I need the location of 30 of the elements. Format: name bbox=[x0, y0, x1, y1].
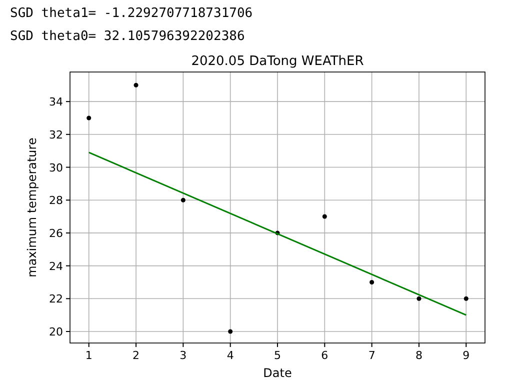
point bbox=[322, 214, 327, 219]
x-axis-title: Date bbox=[263, 366, 292, 380]
point bbox=[134, 82, 138, 88]
y-tick-label: 20 bbox=[49, 326, 63, 339]
point bbox=[370, 280, 374, 284]
x-tick-label: 8 bbox=[415, 349, 422, 362]
y-tick-label: 22 bbox=[49, 292, 63, 306]
y-tick-label: 30 bbox=[49, 161, 63, 174]
y-tick-label: 26 bbox=[49, 226, 63, 240]
x-tick-label: 3 bbox=[180, 349, 187, 362]
x-tick-label: 7 bbox=[368, 349, 376, 362]
y-tick-label: 34 bbox=[49, 96, 63, 109]
point bbox=[228, 329, 233, 334]
x-tick-label: 6 bbox=[321, 349, 328, 362]
y-axis-title: maximum temperature bbox=[25, 138, 39, 278]
y-tick-label: 24 bbox=[49, 260, 63, 273]
x-tick-label: 1 bbox=[85, 349, 92, 362]
y-tick-label: 32 bbox=[49, 128, 63, 142]
point bbox=[464, 296, 468, 301]
x-tick-label: 5 bbox=[274, 349, 281, 362]
x-tick-label: 4 bbox=[226, 349, 234, 362]
point bbox=[180, 198, 186, 202]
text: SGD theta0= 32.105796392202386 bbox=[10, 29, 245, 44]
x-tick-label: 2 bbox=[132, 349, 140, 362]
text: SGD theta1= -1.2292707718731706 bbox=[10, 6, 253, 21]
y-tick-label: 28 bbox=[49, 194, 63, 208]
chart-title: 2020.05 DaTong WEAThER bbox=[191, 54, 364, 69]
x-tick-label: 9 bbox=[462, 349, 470, 362]
point bbox=[416, 296, 422, 301]
point bbox=[86, 116, 92, 120]
